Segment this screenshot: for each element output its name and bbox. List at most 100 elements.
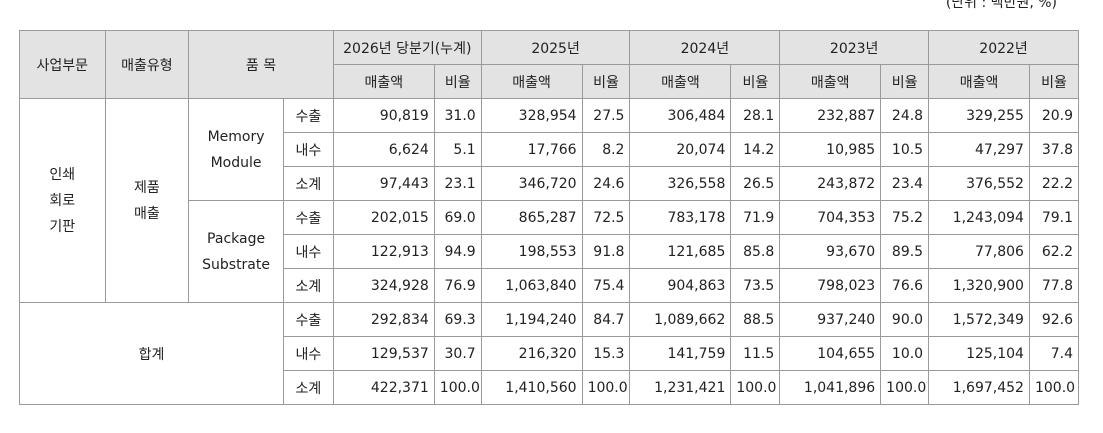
sales-table: 사업부문 매출유형 품 목 2026년 당분기(누계) 2025년 2024년 … xyxy=(19,30,1080,405)
sales-cell: 122,913 xyxy=(332,234,435,269)
sales-cell: 292,834 xyxy=(332,302,435,337)
header-sales: 매출액 xyxy=(629,64,732,99)
sales-cell: 328,954 xyxy=(480,98,583,133)
table-row: 소계 97,443 23.1 346,720 24.6 326,558 26.5 243,87… xyxy=(20,166,1080,201)
ratio-cell: 100.0 xyxy=(581,370,631,405)
sales-cell: 90,819 xyxy=(332,98,435,133)
sales-cell: 1,572,349 xyxy=(928,302,1030,337)
row-label: 수출 xyxy=(282,98,334,133)
table-row: 합계 수출 292,834 69.3 1,194,240 84.7 1,089,662 88.… xyxy=(19,302,1080,405)
unit-note: (단위 : 백만원, %) xyxy=(945,0,1057,11)
ratio-cell: 30.7 xyxy=(433,336,482,371)
row-label: 수출 xyxy=(282,302,334,337)
table-row: 소계 422,371 100.0 1,410,560 100.0 1,231,421 100… xyxy=(20,370,1080,405)
ratio-cell: 94.9 xyxy=(433,234,482,269)
sales-cell: 202,015 xyxy=(332,200,435,235)
header-row-measures: 매출액 비율 매출액 비율 매출액 비율 매출액 비율 매출액 비율 xyxy=(20,64,1080,99)
sales-cell: 121,685 xyxy=(629,234,732,269)
ratio-cell: 20.9 xyxy=(1028,98,1080,133)
product-cell: Package Substrate xyxy=(188,200,284,303)
total-label: 합계 xyxy=(19,302,284,405)
table-row: 내수 122,913 94.9 198,553 91.8 121,685 85.8 93,67… xyxy=(20,234,1080,269)
sales-cell: 422,371 xyxy=(332,370,435,405)
sales-cell: 198,553 xyxy=(480,234,583,269)
header-sales-type: 매출유형 xyxy=(104,30,190,99)
ratio-cell: 5.1 xyxy=(433,132,482,167)
header-sales: 매출액 xyxy=(480,64,583,99)
sales-cell: 1,410,560 xyxy=(480,370,583,405)
ratio-cell: 24.6 xyxy=(581,166,631,201)
sales-cell: 783,178 xyxy=(629,200,732,235)
ratio-cell: 77.8 xyxy=(1028,268,1080,303)
ratio-cell: 72.5 xyxy=(581,200,631,235)
ratio-cell: 7.4 xyxy=(1028,336,1080,371)
ratio-cell: 79.1 xyxy=(1028,200,1080,235)
header-period: 2022년 xyxy=(928,30,1079,65)
ratio-cell: 24.8 xyxy=(880,98,930,133)
ratio-cell: 37.8 xyxy=(1028,132,1080,167)
header-ratio: 비율 xyxy=(433,64,482,99)
row-label: 소계 xyxy=(282,268,334,303)
ratio-cell: 76.9 xyxy=(433,268,482,303)
header-period: 2026년 당분기(누계) xyxy=(332,30,482,65)
header-period: 2023년 xyxy=(779,30,930,65)
table-row: 내수 6,624 5.1 17,766 8.2 20,074 14.2 10,985 10.5 4… xyxy=(20,132,1080,167)
sales-cell: 324,928 xyxy=(332,268,435,303)
sales-cell: 1,194,240 xyxy=(480,302,583,337)
sales-cell: 129,537 xyxy=(332,336,435,371)
ratio-cell: 71.9 xyxy=(730,200,781,235)
header-item: 품 목 xyxy=(188,30,334,99)
ratio-cell: 89.5 xyxy=(880,234,930,269)
table-row: 내수 129,537 30.7 216,320 15.3 141,759 11.5 104,6… xyxy=(20,336,1080,371)
ratio-cell: 31.0 xyxy=(433,98,482,133)
ratio-cell: 84.7 xyxy=(581,302,631,337)
sales-cell: 77,806 xyxy=(928,234,1030,269)
ratio-cell: 14.2 xyxy=(730,132,781,167)
ratio-cell: 15.3 xyxy=(581,336,631,371)
sales-cell: 125,104 xyxy=(928,336,1030,371)
sales-cell: 93,670 xyxy=(779,234,882,269)
ratio-cell: 92.6 xyxy=(1028,302,1080,337)
header-period: 2025년 xyxy=(480,30,631,65)
sales-cell: 1,320,900 xyxy=(928,268,1030,303)
ratio-cell: 62.2 xyxy=(1028,234,1080,269)
sales-type-cell: 제품 매출 xyxy=(104,98,190,303)
ratio-cell: 75.2 xyxy=(880,200,930,235)
sales-cell: 1,231,421 xyxy=(629,370,732,405)
row-label: 내수 xyxy=(282,234,334,269)
header-ratio: 비율 xyxy=(880,64,930,99)
ratio-cell: 88.5 xyxy=(730,302,781,337)
ratio-cell: 85.8 xyxy=(730,234,781,269)
ratio-cell: 75.4 xyxy=(581,268,631,303)
header-period: 2024년 xyxy=(629,30,781,65)
sales-cell: 1,041,896 xyxy=(779,370,882,405)
ratio-cell: 100.0 xyxy=(433,370,482,405)
row-label: 수출 xyxy=(282,200,334,235)
ratio-cell: 76.6 xyxy=(880,268,930,303)
ratio-cell: 91.8 xyxy=(581,234,631,269)
ratio-cell: 10.5 xyxy=(880,132,930,167)
ratio-cell: 28.1 xyxy=(730,98,781,133)
table-row: 인쇄 회로 기판 제품 매출 Memory Module 수출 90,819 31.0 328,95… xyxy=(19,98,1080,303)
sales-cell: 97,443 xyxy=(332,166,435,201)
sales-cell: 376,552 xyxy=(928,166,1030,201)
table-row: 소계 324,928 76.9 1,063,840 75.4 904,863 73.5 798… xyxy=(20,268,1080,303)
row-label: 내수 xyxy=(282,336,334,371)
sales-cell: 306,484 xyxy=(629,98,732,133)
sales-cell: 47,297 xyxy=(928,132,1030,167)
header-ratio: 비율 xyxy=(730,64,781,99)
ratio-cell: 100.0 xyxy=(730,370,781,405)
table-header: 사업부문 매출유형 품 목 2026년 당분기(누계) 2025년 2024년 … xyxy=(19,30,1080,99)
ratio-cell: 23.4 xyxy=(880,166,930,201)
sales-cell: 798,023 xyxy=(779,268,882,303)
header-segment: 사업부문 xyxy=(19,30,106,99)
sales-cell: 904,863 xyxy=(629,268,732,303)
header-sales: 매출액 xyxy=(332,64,435,99)
header-sales: 매출액 xyxy=(928,64,1030,99)
sales-cell: 937,240 xyxy=(779,302,882,337)
ratio-cell: 100.0 xyxy=(880,370,930,405)
row-label: 내수 xyxy=(282,132,334,167)
ratio-cell: 69.0 xyxy=(433,200,482,235)
ratio-cell: 26.5 xyxy=(730,166,781,201)
sales-cell: 865,287 xyxy=(480,200,583,235)
